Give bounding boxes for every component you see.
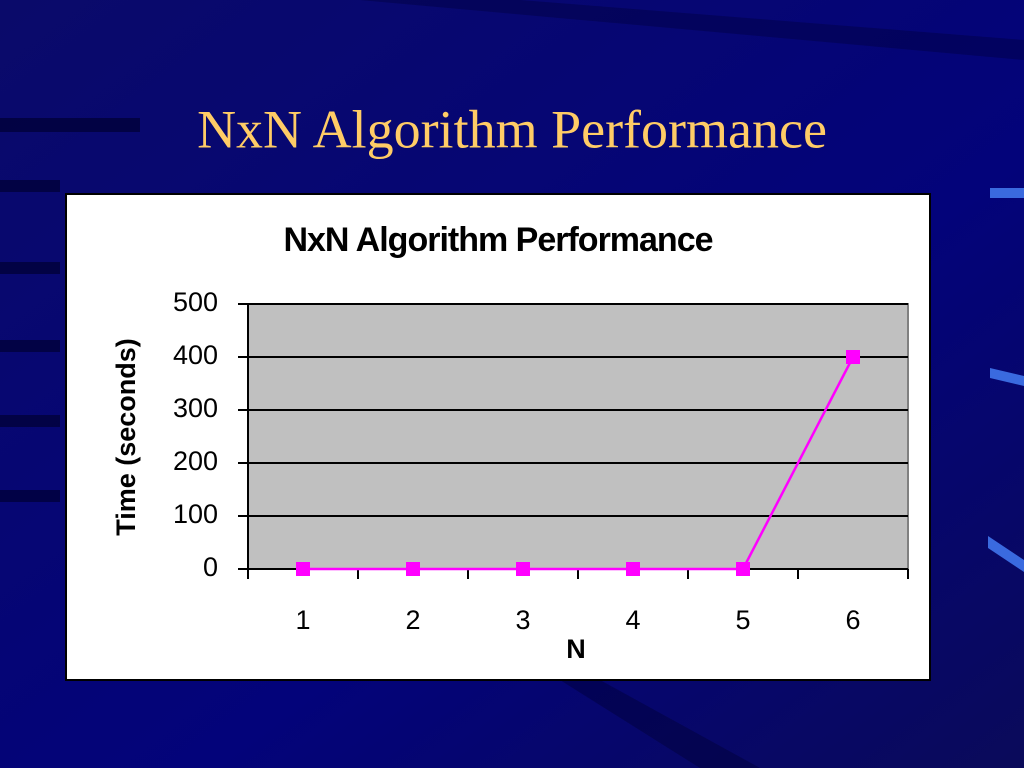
x-tick-label: 4	[625, 605, 640, 635]
y-tick-label: 0	[203, 552, 218, 582]
decor-marks	[988, 188, 1024, 572]
point-marker	[736, 562, 750, 576]
y-tick-label: 200	[173, 446, 218, 476]
y-tick-label: 100	[173, 499, 218, 529]
y-tick-label: 300	[173, 393, 218, 423]
y-axis-title: Time (seconds)	[111, 338, 141, 536]
point-marker	[296, 562, 310, 576]
point-marker	[406, 562, 420, 576]
x-tick-label: 1	[295, 605, 310, 635]
x-axis-title: N	[566, 634, 586, 664]
x-tick-label: 6	[845, 605, 860, 635]
x-tick-label: 5	[735, 605, 750, 635]
chart-title: NxN Algorithm Performance	[283, 221, 712, 259]
slide-title: NxN Algorithm Performance	[197, 99, 827, 159]
x-tick-label: 3	[515, 605, 530, 635]
y-tick-label: 400	[173, 340, 218, 370]
y-tick-label: 500	[173, 287, 218, 317]
point-marker	[516, 562, 530, 576]
series-line	[303, 356, 855, 571]
x-tick-label: 2	[405, 605, 420, 635]
point-marker	[626, 562, 640, 576]
plot-area	[247, 303, 909, 570]
point-marker	[846, 350, 860, 364]
